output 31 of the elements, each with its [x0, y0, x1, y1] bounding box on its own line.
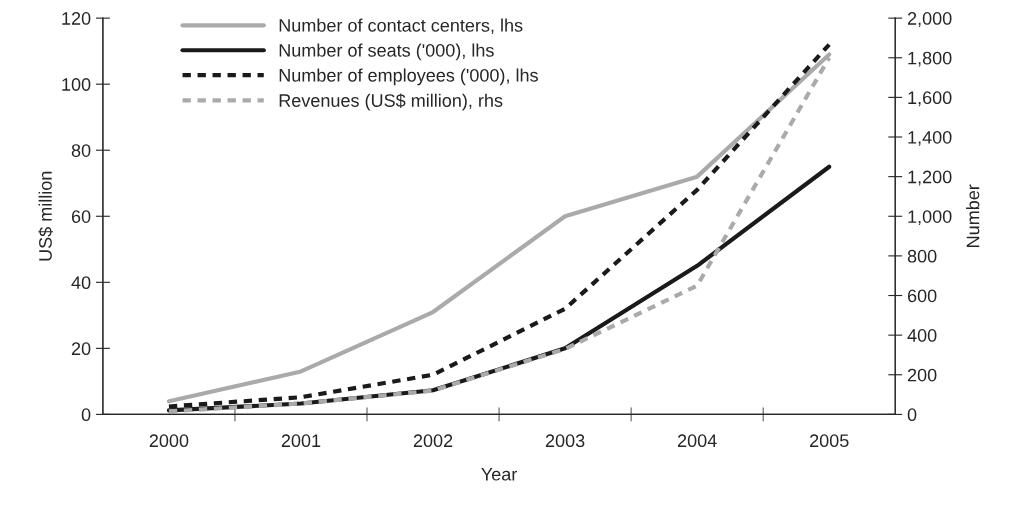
x-axis-title: Year — [481, 468, 518, 481]
y2-tick-label: 200 — [907, 368, 937, 382]
legend-label: Number of employees ('000), lhs — [279, 68, 538, 86]
y2-tick-label: 1,400 — [908, 130, 952, 146]
x-tick-label: 2001 — [281, 434, 321, 448]
y-tick-label: 0 — [81, 408, 91, 422]
x-tick-label: 2004 — [677, 434, 717, 448]
y2-tick-label: 0 — [907, 408, 917, 422]
y-tick-label: 100 — [62, 78, 91, 91]
x-tick-label: 2002 — [413, 434, 453, 448]
y2-tick-label: 600 — [907, 289, 937, 303]
legend-label: Revenues (US$ million), rhs — [279, 93, 503, 111]
legend-label: Number of contact centers, lhs — [279, 18, 523, 34]
legend-label: Number of seats ('000), lhs — [279, 43, 494, 61]
y-tick-label: 20 — [71, 342, 91, 356]
y-tick-label: 120 — [62, 12, 91, 25]
y-tick-label: 60 — [71, 210, 91, 223]
y2-axis-title: Number — [966, 184, 980, 247]
y2-tick-label: 1,600 — [908, 91, 952, 107]
y2-tick-label: 400 — [907, 329, 937, 342]
y2-tick-label: 1,000 — [908, 210, 952, 226]
x-tick-label: 2005 — [810, 434, 849, 448]
y2-tick-label: 1,800 — [908, 51, 952, 67]
y2-tick-label: 800 — [907, 249, 937, 263]
x-tick-label: 2000 — [149, 434, 189, 448]
y2-tick-label: 2,000 — [907, 12, 952, 27]
y-axis-title: US$ million — [38, 171, 53, 261]
y-tick-label: 80 — [71, 144, 91, 157]
x-tick-label: 2003 — [545, 434, 585, 448]
y2-tick-label: 1,200 — [908, 170, 952, 186]
y-tick-label: 40 — [71, 276, 91, 290]
